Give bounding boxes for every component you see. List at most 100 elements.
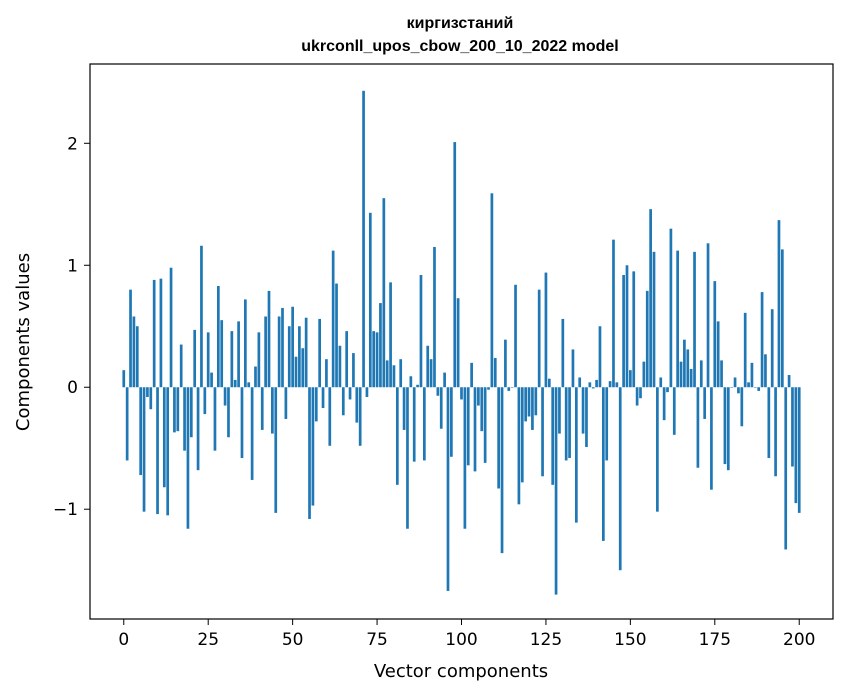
bar	[399, 359, 403, 388]
bar	[791, 387, 794, 467]
bar	[477, 387, 480, 406]
bar	[767, 387, 771, 458]
bar	[264, 316, 267, 388]
x-tick-label: 75	[366, 630, 388, 650]
bar	[135, 326, 139, 388]
bar	[750, 362, 754, 388]
bar	[244, 299, 247, 388]
bar	[392, 365, 396, 388]
bar	[318, 318, 321, 388]
bar	[301, 348, 305, 388]
bar	[277, 316, 281, 388]
bar	[358, 387, 362, 446]
bar	[672, 387, 676, 435]
bar	[433, 246, 436, 388]
bar	[389, 282, 392, 388]
bar	[534, 387, 538, 416]
bar	[753, 387, 757, 388]
bar	[720, 360, 723, 388]
bar	[325, 359, 328, 388]
bar	[291, 306, 294, 388]
bar	[483, 387, 487, 463]
bar	[304, 317, 308, 388]
bar	[510, 387, 514, 388]
bar	[200, 245, 203, 388]
bar	[287, 326, 291, 388]
bar	[257, 332, 261, 388]
x-tick-label: 200	[783, 630, 815, 650]
bar	[416, 384, 419, 388]
bar	[223, 387, 227, 406]
bar	[321, 387, 325, 408]
bar	[463, 387, 467, 529]
bar	[352, 353, 355, 388]
bar	[298, 326, 301, 388]
bar	[450, 387, 453, 457]
bar	[156, 387, 159, 515]
bar	[666, 387, 669, 393]
y-axis-label: Components values	[13, 253, 34, 431]
bar	[737, 387, 740, 394]
bar	[203, 387, 207, 415]
x-tick-label: 175	[699, 630, 731, 650]
bar	[547, 378, 551, 388]
bar	[139, 387, 143, 476]
bar	[524, 387, 528, 422]
bar	[561, 318, 565, 388]
bar	[676, 250, 679, 388]
bar	[645, 290, 649, 388]
bar	[774, 387, 777, 477]
bar	[183, 387, 186, 451]
bar	[605, 387, 609, 461]
bar	[686, 349, 690, 388]
bar	[274, 387, 278, 513]
bar	[419, 275, 423, 388]
bar	[703, 387, 707, 419]
bar	[439, 387, 443, 429]
bar	[406, 387, 409, 529]
bar	[179, 344, 183, 388]
bar	[493, 357, 497, 388]
bar	[622, 275, 625, 388]
bar	[460, 387, 463, 400]
bar	[426, 345, 430, 388]
bar	[149, 387, 153, 410]
bar	[710, 387, 713, 490]
bar	[642, 361, 646, 388]
y-axis-ticks: −1 0 1 2	[53, 134, 90, 520]
bar	[328, 387, 332, 446]
bar	[152, 279, 156, 388]
bar	[260, 387, 264, 430]
bar	[554, 387, 558, 595]
x-axis-ticks: 0 25 50 75 100 125 150 175 200	[118, 619, 815, 650]
bar	[355, 387, 359, 423]
bar	[500, 387, 504, 554]
bar	[166, 387, 170, 516]
bar	[551, 387, 555, 485]
bar	[656, 387, 659, 512]
bar	[558, 387, 561, 434]
bar	[797, 387, 801, 513]
bar	[423, 387, 426, 461]
bar	[696, 387, 700, 468]
bar	[176, 387, 180, 432]
bar	[615, 382, 619, 388]
bar	[456, 298, 460, 388]
bar	[504, 339, 507, 388]
bar	[726, 387, 730, 471]
x-tick-label: 100	[445, 630, 477, 650]
bar	[443, 372, 446, 388]
bar	[541, 387, 544, 477]
bar	[527, 387, 531, 417]
bar	[189, 387, 193, 438]
bar	[612, 239, 615, 388]
bar	[743, 312, 747, 388]
bar	[757, 387, 761, 391]
bar	[210, 372, 213, 388]
bar	[146, 387, 149, 397]
bar	[629, 370, 632, 388]
bar	[520, 387, 524, 483]
bar	[777, 220, 781, 388]
bar	[693, 251, 696, 388]
bar	[348, 387, 352, 400]
